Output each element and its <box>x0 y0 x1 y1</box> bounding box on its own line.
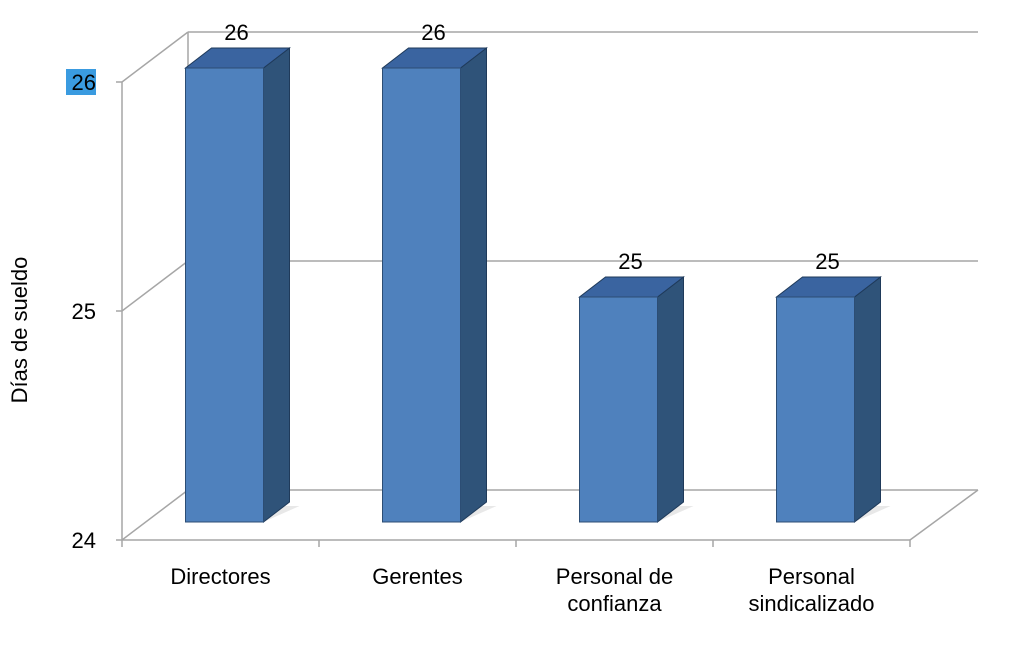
y-axis-title: Días de sueldo <box>7 257 32 404</box>
x-tick-label: Personal sindicalizado <box>749 564 875 616</box>
bar-side <box>263 46 290 524</box>
x-tick-label-line: sindicalizado <box>749 591 875 616</box>
bars-layer <box>184 46 891 524</box>
bar-front <box>776 296 855 523</box>
x-tick-label-line: Gerentes <box>372 564 463 589</box>
x-tick-label-line: Personal de <box>556 564 673 589</box>
x-tick-label: Directores <box>170 564 270 589</box>
x-tick-label: Gerentes <box>372 564 463 589</box>
data-label: 25 <box>618 249 642 274</box>
gridline-depth <box>121 260 189 312</box>
gridline-depth <box>121 31 189 83</box>
bar-side <box>460 46 487 524</box>
x-tick-label: Personal de confianza <box>556 564 673 616</box>
bar-side <box>854 275 881 524</box>
data-label: 26 <box>224 20 248 45</box>
y-tick-label: 25 <box>72 299 96 324</box>
x-tick-label-line: Personal <box>768 564 855 589</box>
data-label: 26 <box>421 20 445 45</box>
floor-right-edge <box>909 489 979 541</box>
gridline-depth <box>121 489 189 541</box>
bar-front <box>185 67 264 523</box>
data-label: 25 <box>815 249 839 274</box>
y-tick-label: 26 <box>72 70 96 95</box>
y-tick-label: 24 <box>72 528 96 553</box>
bar <box>184 46 300 524</box>
bar-side <box>657 275 684 524</box>
bar <box>578 275 694 524</box>
y-tick-highlight <box>66 69 96 95</box>
labels-layer: 24 25 26 26 Directores 26 Gerentes 25 Personal d… <box>66 20 874 616</box>
bar <box>381 46 497 524</box>
bar-front <box>579 296 658 523</box>
bar-front <box>382 67 461 523</box>
x-tick-label-line: Directores <box>170 564 270 589</box>
bar <box>775 275 891 524</box>
x-tick-label-line: confianza <box>567 591 662 616</box>
